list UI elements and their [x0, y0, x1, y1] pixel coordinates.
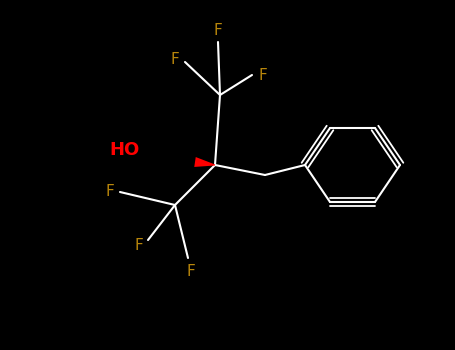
Text: F: F [105, 184, 114, 200]
Text: HO: HO [110, 141, 140, 159]
Text: F: F [214, 23, 222, 38]
Polygon shape [194, 157, 215, 167]
Text: F: F [134, 238, 143, 252]
Text: F: F [170, 52, 179, 68]
Text: F: F [187, 264, 195, 279]
Text: F: F [258, 68, 267, 83]
